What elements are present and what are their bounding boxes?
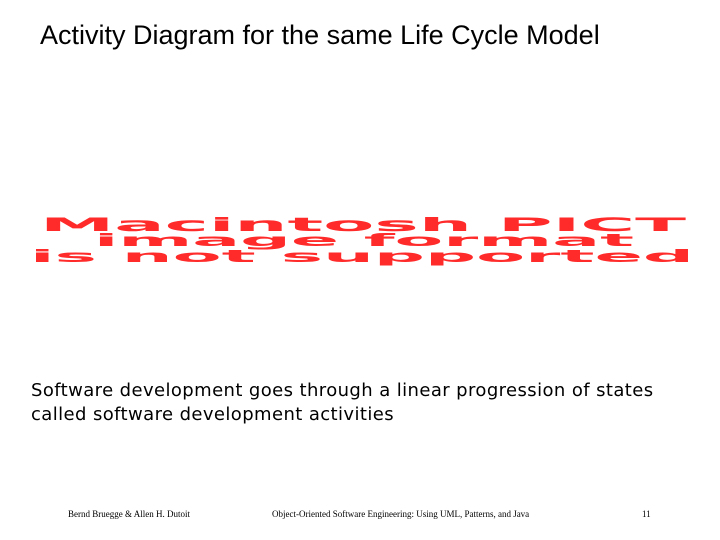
slide-title: Activity Diagram for the same Life Cycle…	[40, 20, 600, 50]
pict-line-2: image format	[94, 231, 634, 251]
slide-body-text: Software development goes through a line…	[31, 380, 654, 425]
unsupported-image-placeholder: Macintosh PICT image format is not suppo…	[28, 214, 696, 266]
footer-page-number: 11	[642, 509, 651, 519]
pict-line-1: Macintosh PICT	[40, 214, 686, 236]
footer-book-title: Object-Oriented Software Engineering: Us…	[272, 509, 530, 519]
pict-line-3: is not supported	[30, 247, 694, 266]
footer-authors: Bernd Bruegge & Allen H. Dutoit	[68, 509, 190, 519]
